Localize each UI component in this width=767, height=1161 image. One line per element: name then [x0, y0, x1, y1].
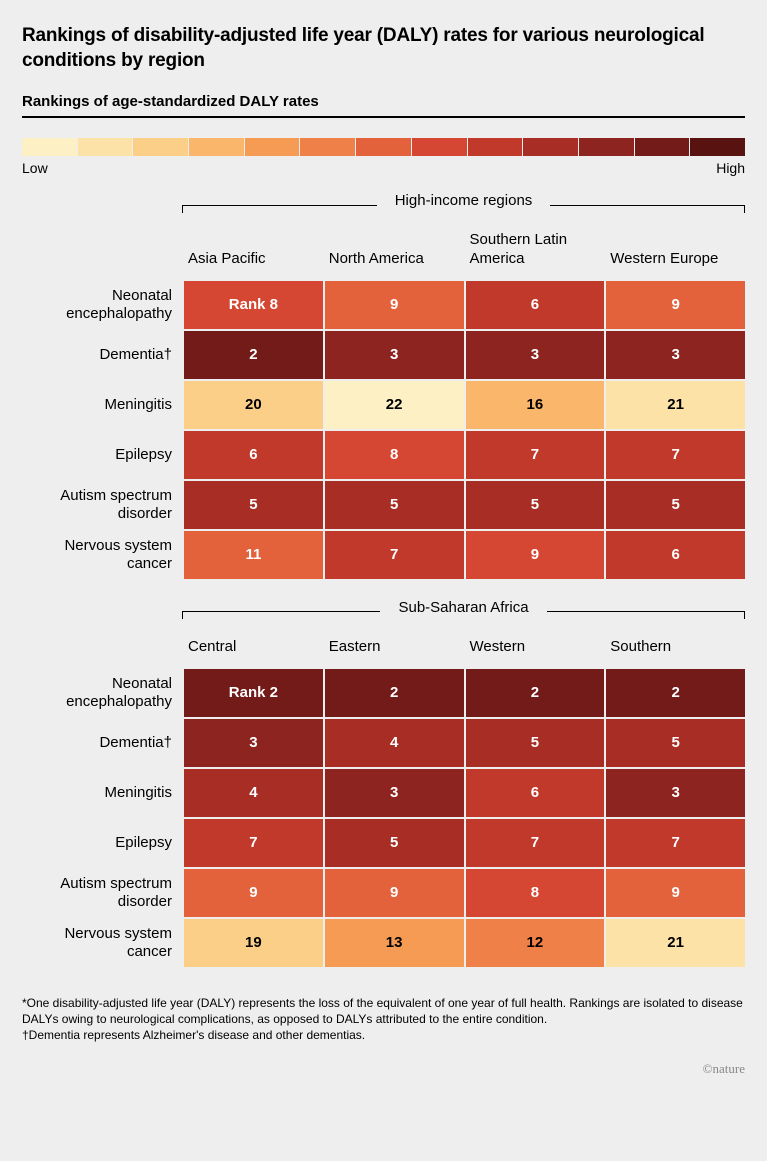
heatmap-cell: 5 [606, 481, 745, 529]
scale-low-label: Low [22, 160, 48, 176]
heatmap-cell: 5 [606, 719, 745, 767]
footnote: *One disability-adjusted life year (DALY… [22, 995, 745, 1044]
heatmap-cell: 9 [606, 869, 745, 917]
scale-swatch [468, 138, 523, 156]
scale-swatch [635, 138, 690, 156]
heatmap-cell: 8 [466, 869, 605, 917]
row-header: Nervous system cancer [22, 531, 182, 579]
heatmap-cell: 2 [325, 669, 464, 717]
heatmap-cell: 7 [325, 531, 464, 579]
heatmap-cell: 7 [606, 431, 745, 479]
column-header: Southern [606, 638, 745, 667]
heatmap-cell: 21 [606, 381, 745, 429]
heatmap-cell: 11 [184, 531, 323, 579]
column-header: Western [466, 638, 605, 667]
heatmap-section: High-income regionsAsia PacificNorth Ame… [22, 200, 745, 579]
column-header: Asia Pacific [184, 250, 323, 279]
heatmap-cell: 3 [466, 331, 605, 379]
scale-swatch [579, 138, 634, 156]
heatmap-cell: 9 [184, 869, 323, 917]
row-header: Autism spectrum disorder [22, 481, 182, 529]
scale-swatch [189, 138, 244, 156]
heatmap-cell: 9 [325, 281, 464, 329]
scale-swatch [412, 138, 467, 156]
credit: ©nature [22, 1061, 745, 1077]
column-header: Central [184, 638, 323, 667]
heatmap-cell: 2 [466, 669, 605, 717]
column-header: Eastern [325, 638, 464, 667]
row-header: Dementia† [22, 331, 182, 379]
heatmap-cell: 3 [325, 331, 464, 379]
heatmap-grid: CentralEasternWesternSouthern Neonatal en… [22, 638, 745, 967]
heatmap-cell: 19 [184, 919, 323, 967]
heatmap-cell: 9 [466, 531, 605, 579]
scale-swatch [300, 138, 355, 156]
heatmap-cell: 5 [466, 481, 605, 529]
heatmap-cell: 16 [466, 381, 605, 429]
scale-high-label: High [716, 160, 745, 176]
column-header: North America [325, 250, 464, 279]
heatmap-cell: 5 [466, 719, 605, 767]
chart-title: Rankings of disability-adjusted life yea… [22, 24, 745, 73]
column-header: Western Europe [606, 250, 745, 279]
heatmap-cell: 4 [184, 769, 323, 817]
scale-swatch [245, 138, 300, 156]
heatmap-cell: 7 [466, 819, 605, 867]
column-header: Southern Latin America [466, 231, 605, 279]
heatmap-cell: 5 [184, 481, 323, 529]
heatmap-cell: 21 [606, 919, 745, 967]
row-header: Epilepsy [22, 819, 182, 867]
heatmap-cell: 2 [606, 669, 745, 717]
row-header: Dementia† [22, 719, 182, 767]
section-label: High-income regions [377, 192, 551, 209]
heatmap-cell: 6 [184, 431, 323, 479]
scale-swatch [523, 138, 578, 156]
scale-swatch [78, 138, 133, 156]
row-header: Meningitis [22, 769, 182, 817]
row-header: Epilepsy [22, 431, 182, 479]
heatmap-cell: 8 [325, 431, 464, 479]
heatmap-cell: 3 [184, 719, 323, 767]
heatmap-cell: 3 [606, 769, 745, 817]
scale-swatch [22, 138, 77, 156]
scale-swatch [690, 138, 745, 156]
heatmap-cell: 6 [466, 281, 605, 329]
row-header: Neonatal encephalopathy [22, 281, 182, 329]
heatmap-cell: 4 [325, 719, 464, 767]
row-header: Nervous system cancer [22, 919, 182, 967]
heatmap-cell: 7 [606, 819, 745, 867]
heatmap-cell: 13 [325, 919, 464, 967]
chart-subtitle: Rankings of age-standardized DALY rates [22, 93, 745, 110]
heatmap-cell: 20 [184, 381, 323, 429]
divider [22, 116, 745, 118]
section-label: Sub-Saharan Africa [380, 599, 546, 616]
heatmap-cell: 6 [606, 531, 745, 579]
heatmap-cell: 9 [325, 869, 464, 917]
heatmap-cell: 9 [606, 281, 745, 329]
row-header: Autism spectrum disorder [22, 869, 182, 917]
scale-swatch [133, 138, 188, 156]
row-header: Neonatal encephalopathy [22, 669, 182, 717]
heatmap-cell: 3 [606, 331, 745, 379]
heatmap-cell: Rank 2 [184, 669, 323, 717]
heatmap-cell: 3 [325, 769, 464, 817]
heatmap-cell: 22 [325, 381, 464, 429]
heatmap-cell: 6 [466, 769, 605, 817]
color-scale: Low High [22, 138, 745, 176]
heatmap-cell: 5 [325, 819, 464, 867]
heatmap-cell: 5 [325, 481, 464, 529]
heatmap-cell: 7 [184, 819, 323, 867]
heatmap-grid: Asia PacificNorth AmericaSouthern Latin … [22, 231, 745, 579]
row-header: Meningitis [22, 381, 182, 429]
scale-swatch [356, 138, 411, 156]
heatmap-cell: 12 [466, 919, 605, 967]
heatmap-section: Sub-Saharan AfricaCentralEasternWesternS… [22, 607, 745, 967]
heatmap-cell: 7 [466, 431, 605, 479]
heatmap-cell: Rank 8 [184, 281, 323, 329]
heatmap-cell: 2 [184, 331, 323, 379]
